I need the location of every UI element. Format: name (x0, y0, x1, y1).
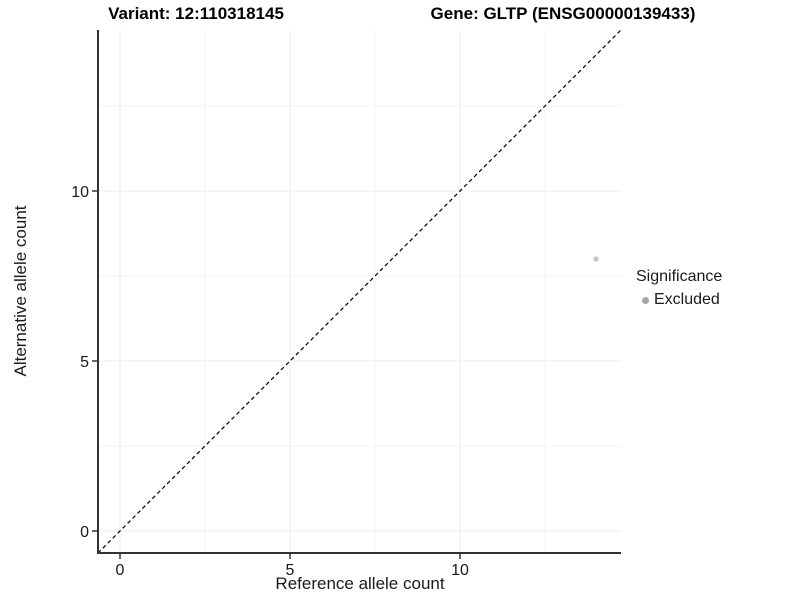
legend-item-excluded: Excluded (636, 291, 722, 309)
legend-item-label: Excluded (654, 291, 720, 308)
variant-title: Variant: 12:110318145 (108, 4, 284, 23)
y-axis-title: Alternative allele count (11, 205, 30, 377)
x-axis-title: Reference allele count (275, 574, 445, 593)
x-tick-label: 10 (451, 562, 469, 579)
gene-title: Gene: GLTP (ENSG00000139433) (430, 4, 696, 23)
y-tick-label: 5 (80, 354, 89, 371)
legend-point-icon (642, 296, 649, 304)
data-point (593, 256, 599, 262)
y-tick-label: 10 (71, 184, 89, 201)
legend: Significance Excluded (636, 268, 722, 309)
y-tick-label: 0 (80, 524, 89, 541)
x-tick-label: 5 (286, 562, 295, 579)
x-tick-label: 0 (116, 562, 125, 579)
identity-line (97, 29, 622, 554)
legend-title: Significance (636, 268, 723, 285)
